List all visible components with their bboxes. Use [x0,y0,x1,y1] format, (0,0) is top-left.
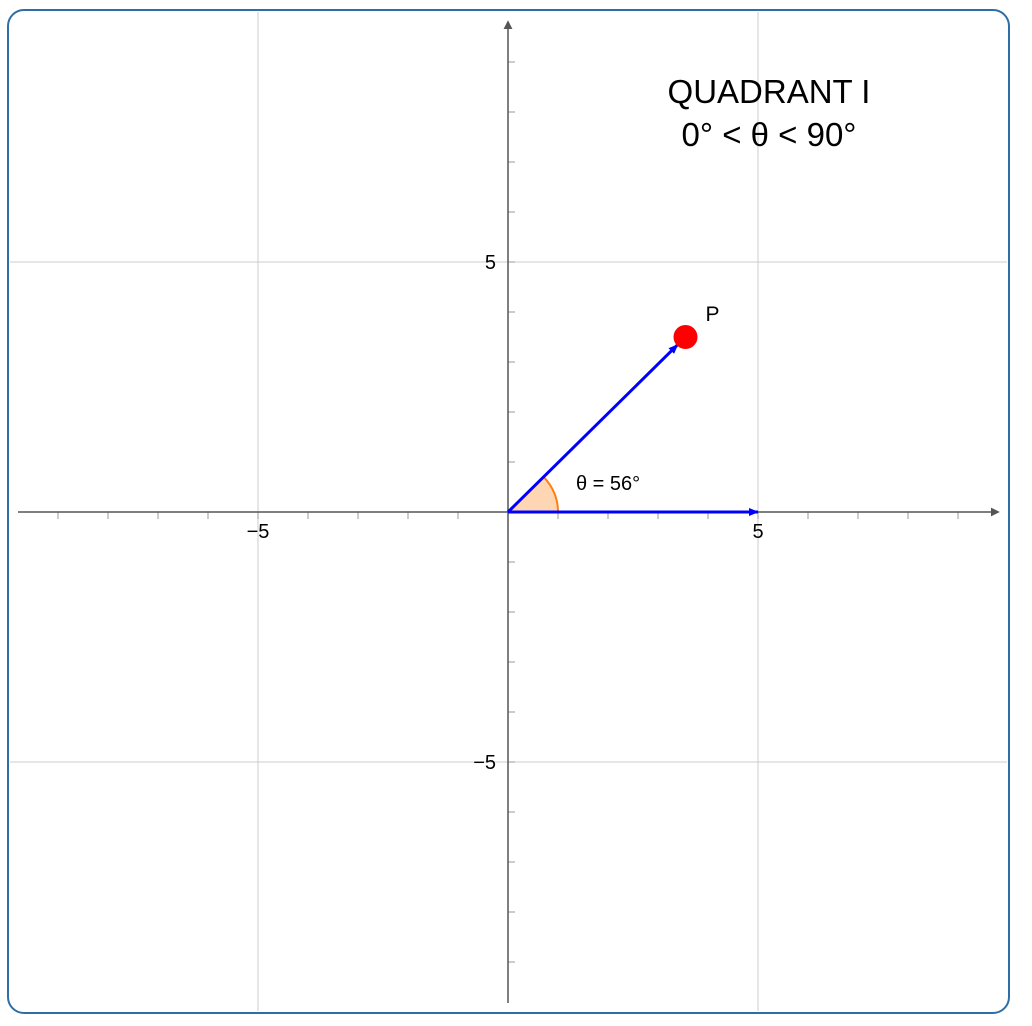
angle-label: θ = 56° [576,473,640,495]
angle-range-subtitle: 0° < θ < 90° [681,116,856,153]
tick-labels: −5 5 5 −5 [247,252,764,774]
point-p-label: P [706,303,720,326]
angle-wedge [508,476,558,512]
point-p-marker [673,325,698,349]
y-tick-label: 5 [485,252,496,274]
x-tick-label: 5 [752,521,763,543]
y-tick-label: −5 [473,752,496,774]
x-tick-label: −5 [247,521,270,543]
quadrant-title: QUADRANT I [668,73,871,110]
angle-arc [542,476,559,513]
terminal-side-vector [506,343,679,514]
axis-ticks [57,61,959,963]
